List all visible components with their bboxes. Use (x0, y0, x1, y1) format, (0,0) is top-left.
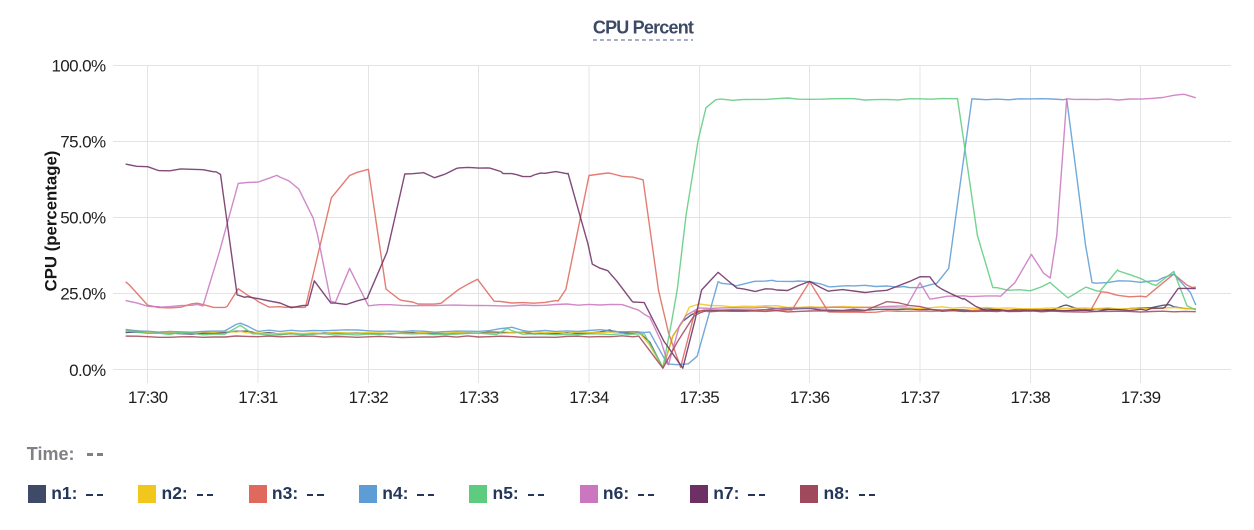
svg-text:17:39: 17:39 (1121, 388, 1161, 407)
svg-text:17:31: 17:31 (238, 388, 278, 407)
svg-text:17:34: 17:34 (569, 388, 609, 407)
svg-text:17:36: 17:36 (790, 388, 830, 407)
svg-text:75.0%: 75.0% (60, 133, 106, 152)
svg-text:0.0%: 0.0% (69, 361, 106, 380)
svg-text:17:38: 17:38 (1011, 388, 1051, 407)
svg-text:50.0%: 50.0% (60, 209, 106, 228)
svg-text:CPU Percent: CPU Percent (593, 18, 694, 38)
svg-text:CPU (percentage): CPU (percentage) (42, 151, 61, 292)
svg-text:25.0%: 25.0% (60, 285, 106, 304)
svg-text:17:32: 17:32 (349, 388, 389, 407)
svg-text:17:37: 17:37 (900, 388, 940, 407)
svg-text:17:35: 17:35 (680, 388, 720, 407)
svg-text:17:30: 17:30 (128, 388, 168, 407)
svg-text:100.0%: 100.0% (51, 56, 106, 75)
svg-text:17:33: 17:33 (459, 388, 499, 407)
